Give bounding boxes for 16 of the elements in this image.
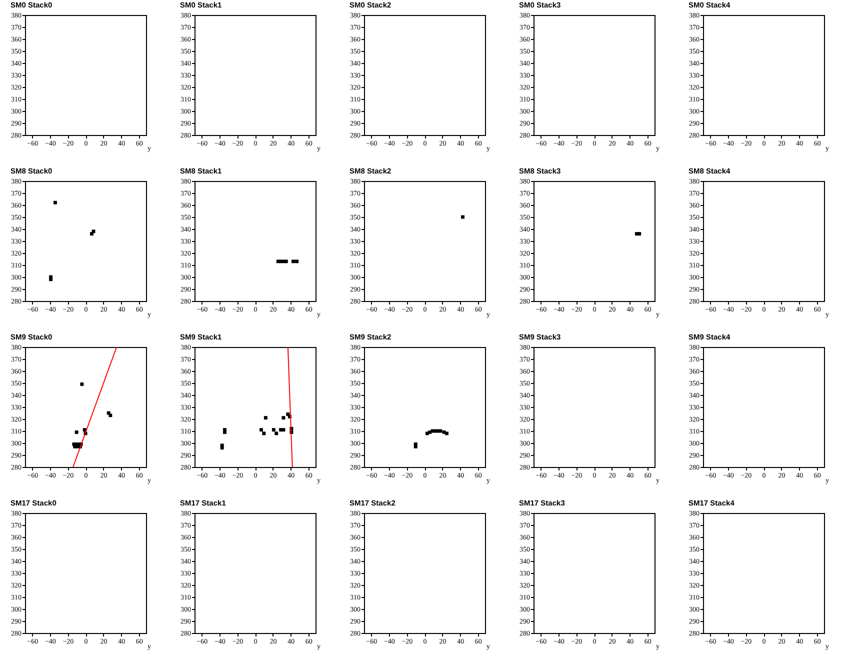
- point: [445, 432, 448, 436]
- point: [282, 416, 286, 420]
- point: [259, 428, 263, 432]
- point: [264, 416, 268, 420]
- point: [282, 428, 286, 432]
- point: [80, 382, 84, 386]
- point: [428, 430, 432, 434]
- point: [54, 200, 57, 204]
- point: [272, 428, 276, 432]
- point: [220, 446, 224, 450]
- point: [49, 278, 53, 282]
- point: [74, 430, 78, 434]
- point: [108, 414, 112, 418]
- point: [274, 432, 278, 436]
- point: [262, 432, 266, 436]
- point: [414, 444, 418, 448]
